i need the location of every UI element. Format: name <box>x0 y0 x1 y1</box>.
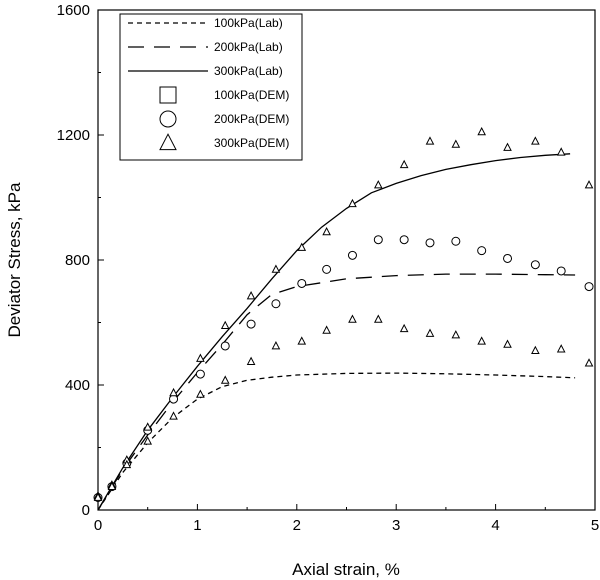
data-point <box>246 356 256 365</box>
series-line <box>97 273 576 511</box>
legend-marker <box>159 110 177 128</box>
y-tick-label: 0 <box>82 502 90 519</box>
series-line <box>97 372 576 511</box>
data-point <box>584 180 594 189</box>
legend-label: 200kPa(Lab) <box>214 40 283 54</box>
data-point <box>322 325 331 334</box>
data-point <box>196 353 205 362</box>
data-point <box>399 235 409 245</box>
y-axis-title: Deviator Stress, kPa <box>5 182 24 337</box>
data-point <box>169 387 178 397</box>
data-point <box>477 336 487 345</box>
data-point <box>143 422 153 431</box>
data-point <box>246 291 256 300</box>
data-point <box>399 159 409 169</box>
data-point <box>503 253 513 263</box>
x-tick-label: 2 <box>293 517 301 534</box>
data-point <box>556 344 566 353</box>
legend-label: 200kPa(DEM) <box>214 112 289 126</box>
data-point <box>322 226 331 236</box>
data-point <box>107 481 117 490</box>
data-point <box>503 339 512 348</box>
data-point <box>271 299 281 309</box>
data-point <box>93 492 103 501</box>
axes: 0 1 2 3 4 5 0 400 800 1200 1600 <box>57 2 600 534</box>
data-point <box>556 266 566 276</box>
x-tick-label: 3 <box>392 517 400 534</box>
data-point <box>451 139 461 148</box>
x-tick-label: 4 <box>491 517 499 534</box>
data-point <box>373 235 383 245</box>
data-point <box>220 375 230 384</box>
data-point <box>348 314 357 323</box>
legend-box <box>119 13 303 161</box>
data-point <box>348 198 357 208</box>
data-point <box>322 264 332 274</box>
data-point <box>451 330 461 339</box>
data-point <box>297 242 307 251</box>
data-point <box>122 459 132 469</box>
legend-label: 100kPa(DEM) <box>214 88 289 102</box>
data-point <box>425 238 435 248</box>
series-layer <box>93 126 594 511</box>
data-point <box>425 328 435 337</box>
data-point <box>297 336 307 345</box>
data-point <box>246 319 256 329</box>
legend-marker <box>159 86 177 104</box>
y-tick-label: 1200 <box>57 127 90 144</box>
data-point <box>271 341 281 350</box>
legend-label: 100kPa(Lab) <box>214 16 283 30</box>
data-point <box>556 147 566 156</box>
data-point <box>297 278 307 288</box>
data-point <box>169 394 179 404</box>
x-axis-title: Axial strain, % <box>292 560 400 579</box>
data-point <box>584 358 594 367</box>
data-point <box>477 246 487 256</box>
x-tick-label: 1 <box>193 517 201 534</box>
data-point <box>530 260 540 270</box>
legend-label: 300kPa(Lab) <box>214 64 283 78</box>
data-point <box>531 345 540 355</box>
legend-marker <box>159 133 177 151</box>
data-point <box>220 320 230 330</box>
data-point <box>347 250 357 260</box>
data-point <box>531 136 540 145</box>
y-tick-label: 400 <box>65 377 90 394</box>
y-tick-label: 1600 <box>57 2 90 19</box>
x-tick-label: 0 <box>94 517 102 534</box>
data-point <box>373 180 383 189</box>
legend-label: 300kPa(DEM) <box>214 136 289 150</box>
data-point <box>503 142 512 151</box>
data-point <box>169 411 178 420</box>
data-point <box>477 126 487 136</box>
y-tick-label: 800 <box>65 252 90 269</box>
legend: 100kPa(Lab) 200kPa(Lab) 300kPa(Lab) 100kPa(… <box>119 13 303 161</box>
data-point <box>399 323 409 333</box>
data-point <box>220 341 230 351</box>
data-point <box>584 282 594 292</box>
data-point <box>195 369 205 379</box>
data-point <box>451 236 461 246</box>
data-point <box>196 389 205 398</box>
data-point <box>425 136 435 145</box>
data-point <box>143 436 153 445</box>
series-line <box>97 153 571 511</box>
data-point <box>373 314 383 323</box>
data-point <box>271 264 281 273</box>
x-tick-label: 5 <box>591 517 599 534</box>
